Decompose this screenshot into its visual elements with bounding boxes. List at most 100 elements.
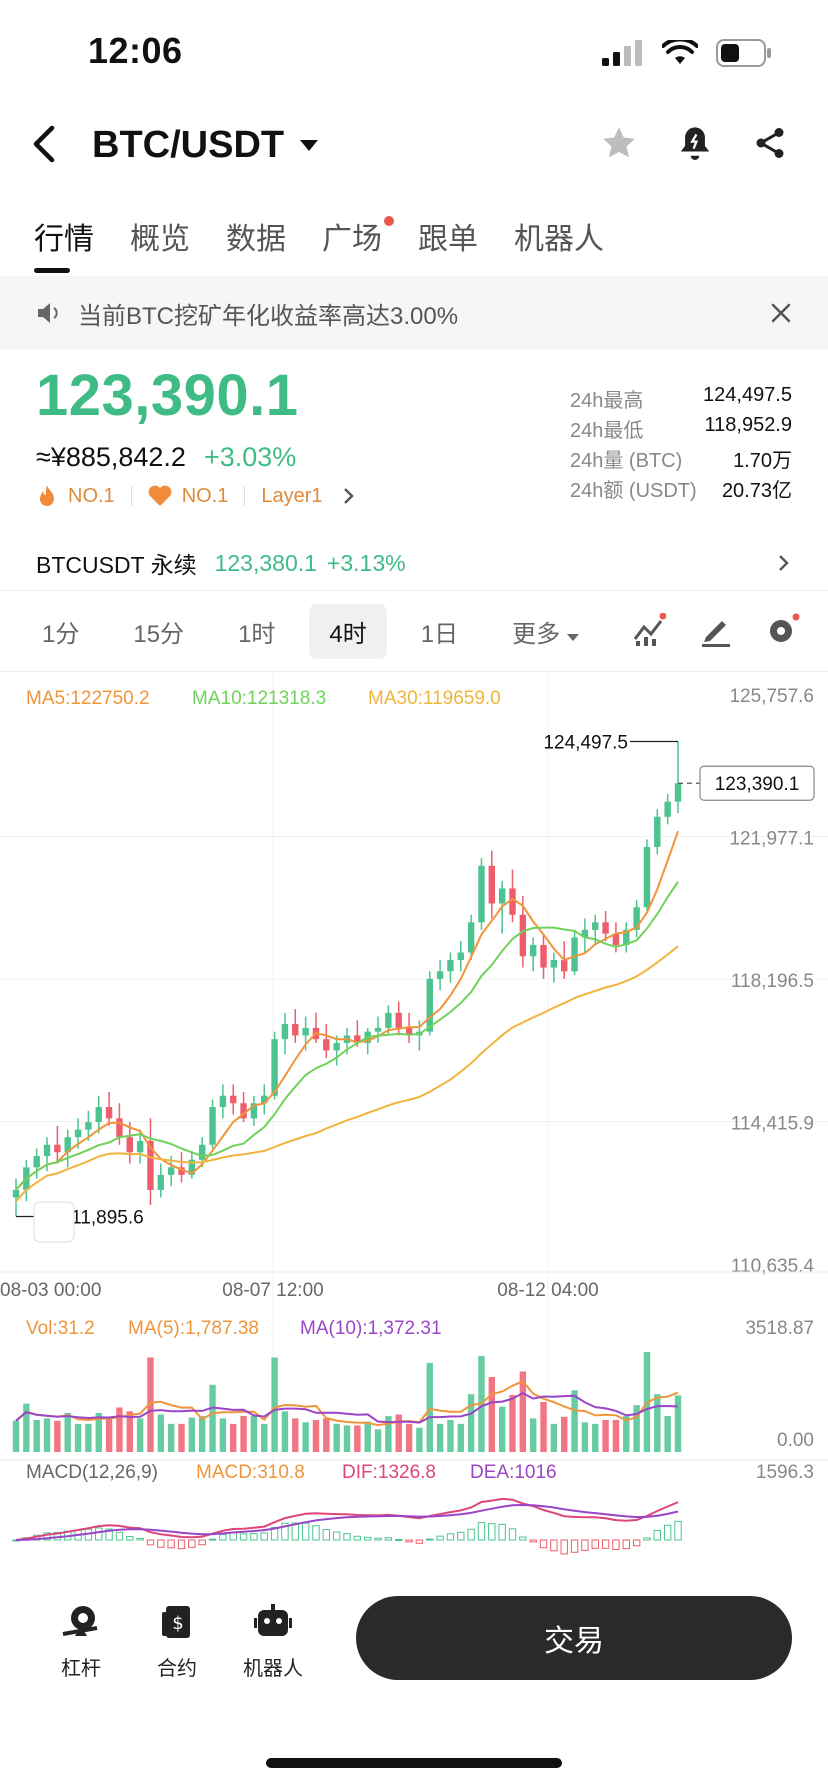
macd-bar <box>146 1539 155 1546</box>
tab-1[interactable]: 概览 <box>130 214 190 258</box>
pair-selector[interactable]: BTC/USDT <box>92 124 319 167</box>
macd-bar <box>105 1528 113 1541</box>
macd-bar <box>519 1536 527 1541</box>
svg-text:$: $ <box>172 1613 183 1634</box>
divider <box>244 486 246 506</box>
close-icon[interactable] <box>770 302 792 324</box>
stats-panel: 24h最高 124,497.5 24h最低 118,952.9 24h量 (BTC) 1.… <box>570 384 792 504</box>
stat-label: 24h最高 <box>570 390 644 412</box>
tab-3[interactable]: 广场 <box>322 214 394 258</box>
candle-body <box>643 846 651 908</box>
indicator-icon[interactable] <box>632 613 666 647</box>
tags-row[interactable]: NO.1 NO.1 Layer1 <box>36 484 357 508</box>
last-price: 123,390.1 <box>36 363 299 428</box>
macd-bar <box>498 1523 506 1541</box>
tab-4[interactable]: 跟单 <box>418 214 478 258</box>
volume-bar <box>333 1423 340 1452</box>
macd-bar <box>612 1539 620 1550</box>
volume-bar <box>136 1418 144 1452</box>
macd-bar <box>415 1539 424 1544</box>
tab-5[interactable]: 机器人 <box>514 214 604 258</box>
volume-bar <box>167 1423 175 1452</box>
volume-bar <box>654 1394 661 1452</box>
current-price-label: 123,390.1 <box>715 774 800 795</box>
volume-bar <box>219 1418 227 1452</box>
candle-body <box>385 1012 392 1028</box>
volume-bar <box>436 1423 444 1452</box>
rank-tag-1: NO.1 <box>68 484 115 507</box>
candle-body <box>178 1167 185 1175</box>
volume-bar <box>395 1414 402 1452</box>
stat-row: 24h最高 124,497.5 <box>570 384 792 414</box>
stat-label: 24h量 (BTC) <box>570 450 683 472</box>
ma5-line <box>15 830 679 1191</box>
settings-icon[interactable] <box>766 613 800 647</box>
chart-tools <box>632 613 800 647</box>
candle-body <box>447 960 454 972</box>
volume-bar <box>385 1416 392 1452</box>
y-tick-label: 110,635.4 <box>731 1256 815 1277</box>
candle-body <box>33 1156 40 1168</box>
volume-bar <box>488 1377 496 1452</box>
trade-button[interactable]: 交易 <box>356 1596 792 1680</box>
candle-body <box>261 1095 268 1104</box>
timeframe-2[interactable]: 1时 <box>218 604 295 659</box>
volume-bar <box>147 1357 154 1452</box>
ma30-line <box>15 945 679 1202</box>
volume-bar <box>540 1402 547 1452</box>
bottom-item-label: 杠杆 <box>61 1658 101 1680</box>
timeframe-4[interactable]: 1日 <box>401 604 478 659</box>
stat-value: 124,497.5 <box>703 384 792 406</box>
x-tick-label: 08-03 00:00 <box>0 1280 101 1301</box>
macd-tick-label: 1596.3 <box>756 1462 814 1483</box>
tab-0[interactable]: 行情 <box>34 214 94 273</box>
volume-bar <box>498 1406 506 1452</box>
candle-body <box>54 1144 61 1153</box>
candle-body <box>323 1039 330 1051</box>
robot-icon <box>254 1604 292 1636</box>
tab-2[interactable]: 数据 <box>226 214 286 258</box>
macd-bar <box>95 1527 103 1541</box>
volume-bar <box>416 1427 423 1452</box>
macd-bar <box>219 1534 227 1541</box>
share-icon[interactable] <box>752 124 788 162</box>
kline-chart[interactable]: 125,757.6 121,977.1 118,196.5 114,415.9 110,… <box>0 672 828 1592</box>
price-sub-row: ≈¥885,842.2 +3.03% <box>36 442 296 473</box>
volume-bar <box>633 1405 640 1452</box>
bottom-item-label: 机器人 <box>243 1658 303 1680</box>
timeframe-label: 1时 <box>238 620 276 648</box>
perpetual-row[interactable]: BTCUSDT 永续 123,380.1 +3.13% <box>36 546 792 580</box>
volume-bar <box>581 1422 589 1452</box>
bottom-item-contract[interactable]: $ 合约 <box>132 1600 222 1681</box>
volume-bar <box>302 1422 309 1452</box>
macd-bar <box>622 1539 630 1550</box>
draw-icon[interactable] <box>700 613 732 647</box>
bottom-item-robot[interactable]: 机器人 <box>228 1600 318 1681</box>
macd-value: MACD:310.8 <box>196 1462 305 1483</box>
volume-bar <box>426 1362 433 1452</box>
perpetual-label: BTCUSDT 永续 <box>36 552 197 578</box>
candle-body <box>43 1144 51 1157</box>
vol-ma5-line <box>15 1379 679 1427</box>
volume-bar <box>116 1407 123 1452</box>
candle-body <box>602 922 609 934</box>
back-button[interactable] <box>30 124 70 168</box>
timeframe-1[interactable]: 15分 <box>113 604 204 659</box>
volume-bar <box>85 1423 92 1452</box>
macd-bar <box>126 1536 134 1541</box>
candle-body <box>457 952 464 961</box>
star-icon[interactable] <box>600 124 638 162</box>
perpetual-price: 123,380.1 <box>214 549 317 576</box>
bottom-item-leverage[interactable]: 杠杆 <box>36 1600 126 1681</box>
timeframe-0[interactable]: 1分 <box>22 604 99 659</box>
candle-body <box>561 960 568 972</box>
notice-banner[interactable]: 当前BTC挖矿年化收益率高达3.00% <box>0 276 828 350</box>
macd-bar <box>653 1530 662 1541</box>
timeframe-5[interactable]: 更多 <box>492 604 599 659</box>
timeframe-3[interactable]: 4时 <box>309 603 387 659</box>
bell-icon[interactable] <box>678 124 712 162</box>
macd-bar <box>395 1539 403 1542</box>
candle-body <box>633 907 640 930</box>
candle-body <box>498 888 506 904</box>
volume-bar <box>561 1416 568 1452</box>
